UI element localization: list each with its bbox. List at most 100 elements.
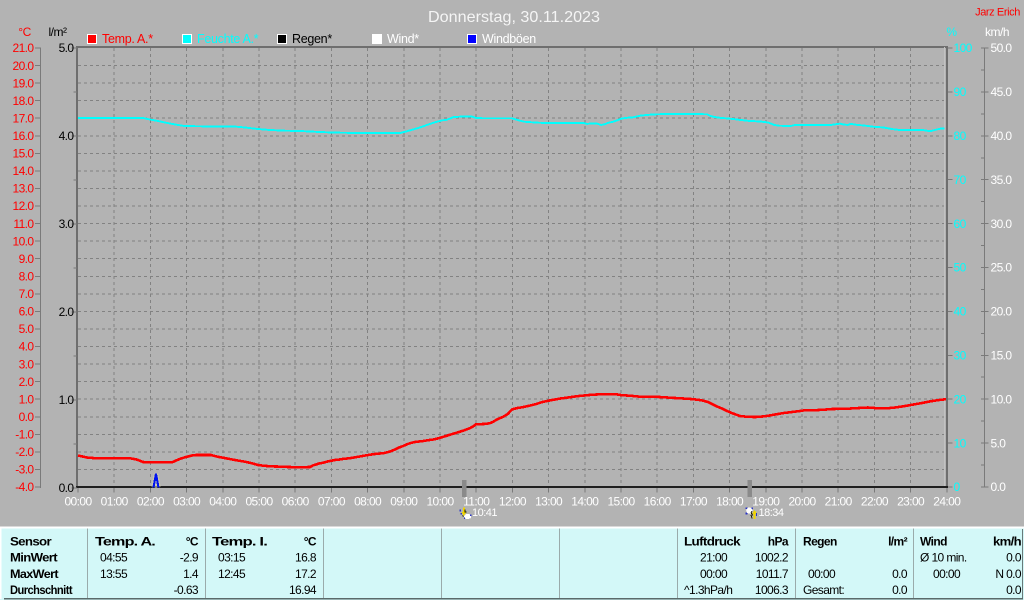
svg-text:21:00: 21:00 <box>700 551 728 565</box>
svg-text:0.0: 0.0 <box>59 481 75 495</box>
svg-text:40.0: 40.0 <box>991 129 1013 143</box>
svg-text:50.0: 50.0 <box>991 41 1013 55</box>
svg-text:Temp. I.: Temp. I. <box>212 535 267 549</box>
svg-text:0.0: 0.0 <box>1006 551 1022 565</box>
svg-text:16:00: 16:00 <box>644 495 672 509</box>
svg-text:15.0: 15.0 <box>991 349 1013 363</box>
svg-text:Ø 10 min.: Ø 10 min. <box>920 551 967 565</box>
svg-text:14:00: 14:00 <box>571 495 599 509</box>
svg-text:0.0: 0.0 <box>19 410 35 424</box>
svg-text:4.0: 4.0 <box>19 340 35 354</box>
svg-text:3.0: 3.0 <box>19 357 35 371</box>
svg-text:00:00: 00:00 <box>64 495 92 509</box>
svg-text:5.0: 5.0 <box>991 436 1007 450</box>
svg-text:l/m²: l/m² <box>888 535 908 549</box>
svg-text:2.0: 2.0 <box>19 375 35 389</box>
svg-text:40: 40 <box>954 305 967 319</box>
svg-text:50: 50 <box>954 261 967 275</box>
svg-text:30: 30 <box>954 349 967 363</box>
svg-text:Temp. A.*: Temp. A.* <box>102 32 153 46</box>
svg-text:13:00: 13:00 <box>535 495 563 509</box>
svg-text:70: 70 <box>954 173 967 187</box>
svg-text:Wind: Wind <box>920 535 947 549</box>
svg-text:1.4: 1.4 <box>183 567 199 581</box>
svg-text:20: 20 <box>954 392 967 406</box>
svg-text:80: 80 <box>954 129 967 143</box>
svg-text:21.0: 21.0 <box>13 41 35 55</box>
svg-text:04:00: 04:00 <box>209 495 237 509</box>
svg-text:00:00: 00:00 <box>808 567 836 581</box>
svg-text:6.0: 6.0 <box>19 305 35 319</box>
svg-text:12.0: 12.0 <box>13 199 35 213</box>
svg-text:16.8: 16.8 <box>295 551 317 565</box>
svg-text:01:00: 01:00 <box>101 495 129 509</box>
svg-text:19:00: 19:00 <box>752 495 780 509</box>
svg-text:hPa: hPa <box>768 535 789 549</box>
svg-text:16.94: 16.94 <box>289 583 317 597</box>
svg-text:Luftdruck: Luftdruck <box>684 535 741 549</box>
svg-text:0: 0 <box>954 480 961 494</box>
svg-text:2.0: 2.0 <box>59 305 75 319</box>
svg-text:07:00: 07:00 <box>318 495 346 509</box>
svg-text:MaxWert: MaxWert <box>10 567 59 581</box>
svg-text:45.0: 45.0 <box>991 85 1013 99</box>
svg-text:3.0: 3.0 <box>59 217 75 231</box>
svg-text:18.0: 18.0 <box>13 94 35 108</box>
svg-text:35.0: 35.0 <box>991 173 1013 187</box>
svg-text:17:00: 17:00 <box>680 495 708 509</box>
svg-text:Donnerstag, 30.11.2023: Donnerstag, 30.11.2023 <box>428 9 600 26</box>
svg-text:°C: °C <box>304 535 317 549</box>
svg-text:°C: °C <box>18 25 31 39</box>
svg-text:25.0: 25.0 <box>991 261 1013 275</box>
svg-text:-0.63: -0.63 <box>174 583 199 597</box>
svg-text:08:00: 08:00 <box>354 495 382 509</box>
svg-text:18:00: 18:00 <box>716 495 744 509</box>
svg-text:0.0: 0.0 <box>892 583 908 597</box>
svg-text:4.0: 4.0 <box>59 129 75 143</box>
svg-text:11.0: 11.0 <box>13 217 34 231</box>
svg-text:12:00: 12:00 <box>499 495 527 509</box>
svg-text:05:00: 05:00 <box>245 495 273 509</box>
svg-text:14.0: 14.0 <box>13 164 35 178</box>
svg-text:20.0: 20.0 <box>991 305 1013 319</box>
svg-text:8.0: 8.0 <box>19 270 35 284</box>
svg-text:0.0: 0.0 <box>991 480 1007 494</box>
svg-text:5.0: 5.0 <box>59 41 75 55</box>
svg-text:MinWert: MinWert <box>10 551 58 565</box>
svg-text:0.0: 0.0 <box>1006 583 1022 597</box>
svg-text:15.0: 15.0 <box>13 147 35 161</box>
svg-text:02:00: 02:00 <box>137 495 165 509</box>
svg-text:17.2: 17.2 <box>295 567 317 581</box>
svg-text:%: % <box>946 25 957 39</box>
svg-text:18:34: 18:34 <box>759 507 784 519</box>
svg-text:-4.0: -4.0 <box>15 480 34 494</box>
svg-text:23:00: 23:00 <box>897 495 925 509</box>
svg-text:Regen*: Regen* <box>292 32 332 46</box>
svg-text:7.0: 7.0 <box>19 287 35 301</box>
svg-text:30.0: 30.0 <box>991 217 1013 231</box>
svg-text:Wind*: Wind* <box>387 32 419 46</box>
svg-text:Temp. A.: Temp. A. <box>95 535 155 549</box>
svg-text:24:00: 24:00 <box>933 495 961 509</box>
svg-text:Regen: Regen <box>803 535 837 549</box>
svg-text:13:55: 13:55 <box>100 567 128 581</box>
svg-text:19.0: 19.0 <box>13 76 35 90</box>
svg-text:10:41: 10:41 <box>472 507 497 519</box>
svg-text:N 0.0: N 0.0 <box>995 567 1022 581</box>
svg-text:20:00: 20:00 <box>788 495 816 509</box>
svg-text:l/m²: l/m² <box>49 25 67 39</box>
svg-text:1.0: 1.0 <box>59 393 75 407</box>
svg-text:13.0: 13.0 <box>13 182 35 196</box>
svg-text:0.0: 0.0 <box>892 567 908 581</box>
svg-text:10.0: 10.0 <box>991 392 1013 406</box>
svg-text:03:00: 03:00 <box>173 495 201 509</box>
svg-text:21:00: 21:00 <box>825 495 853 509</box>
svg-text:12:45: 12:45 <box>218 567 246 581</box>
svg-text:10: 10 <box>954 436 967 450</box>
svg-text:11:00: 11:00 <box>463 495 490 509</box>
svg-text:100: 100 <box>954 41 973 55</box>
svg-text:-2.0: -2.0 <box>15 445 34 459</box>
svg-text:-1.0: -1.0 <box>15 428 34 442</box>
svg-text:Feuchte A.*: Feuchte A.* <box>197 32 259 46</box>
svg-text:06:00: 06:00 <box>282 495 310 509</box>
